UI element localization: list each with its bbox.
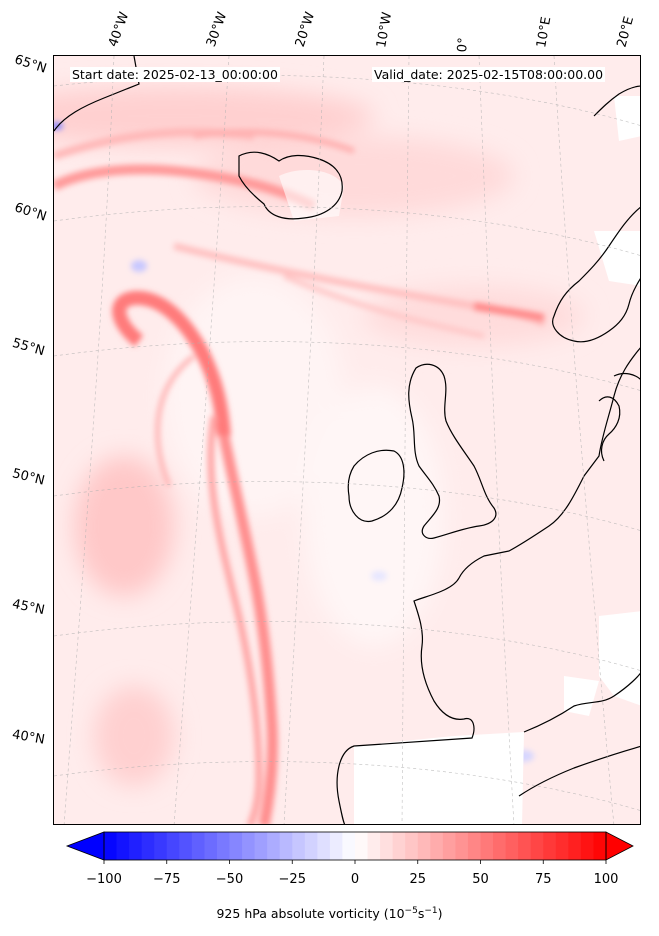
- colorbar-cell: [493, 832, 507, 860]
- colorbar-cell: [242, 832, 256, 860]
- north-africa-coast: [518, 745, 640, 797]
- greenland-coast: [54, 56, 140, 132]
- colorbar-cell: [455, 832, 469, 860]
- colorbar-label-unit: s: [417, 906, 425, 922]
- colorbar-cell: [442, 832, 456, 860]
- great-britain-coast: [408, 363, 497, 539]
- colorbar-cell: [141, 832, 155, 860]
- ireland-coast: [347, 449, 405, 523]
- baltic-coast: [598, 396, 621, 462]
- lon-label-10w: 10°W: [374, 11, 396, 50]
- lon-label-20w: 20°W: [292, 10, 319, 49]
- colorbar-label-exponent: −5: [404, 906, 418, 916]
- colorbar-high-extend-arrow: [605, 831, 634, 861]
- masked-terrain-areas: [279, 96, 640, 824]
- colorbar-label-main: 925 hPa absolute vorticity (10: [216, 906, 405, 922]
- colorbar-cell: [342, 832, 356, 860]
- lon-label-30w: 30°W: [203, 10, 231, 49]
- start-date-text: Start date: 2025-02-13_00:00:00: [70, 67, 280, 82]
- colorbar-cell: [505, 832, 519, 860]
- colorbar-cell: [480, 832, 494, 860]
- colorbar-cell: [229, 832, 243, 860]
- lat-label-40n: 40°N: [10, 727, 46, 748]
- lat-label-50n: 50°N: [10, 466, 47, 489]
- colorbar-cell: [355, 832, 369, 860]
- colorbar-cell: [580, 832, 595, 860]
- lat-label-65n: 65°N: [12, 52, 49, 77]
- colorbar-low-extend-arrow: [65, 831, 105, 861]
- colorbar-cell: [116, 832, 130, 860]
- denmark-coast: [613, 372, 640, 380]
- colorbar-label: 925 hPa absolute vorticity (10−5s−1): [0, 906, 659, 921]
- colorbar-cell: [254, 832, 268, 860]
- colorbar-cell: [367, 832, 381, 860]
- iberia-coast: [523, 672, 640, 733]
- colorbar-cell: [430, 832, 444, 860]
- colorbar-cell: [467, 832, 482, 860]
- colorbar-tick-label: 0: [350, 872, 360, 887]
- lat-label-55n: 55°N: [10, 335, 47, 360]
- colorbar-tick-label: −25: [278, 872, 306, 887]
- colorbar-tick-label: −50: [215, 872, 244, 887]
- valid-date-text: Valid_date: 2025-02-15T08:00:00.00: [372, 67, 606, 82]
- lon-label-20e: 20°E: [614, 14, 638, 50]
- colorbar-cell: [267, 832, 281, 860]
- lat-label-60n: 60°N: [12, 200, 49, 225]
- colorbar-label-exponent: −1: [424, 906, 438, 916]
- colorbar-cell: [543, 832, 557, 860]
- norway-coast: [552, 206, 640, 343]
- colorbar-cell: [154, 832, 168, 860]
- colorbar-cell: [204, 832, 218, 860]
- colorbar-cell: [405, 832, 419, 860]
- colorbar-cell: [129, 832, 143, 860]
- colorbar-cell: [380, 832, 394, 860]
- colorbar-tick-label: −75: [153, 872, 181, 887]
- colorbar-tick-label: 25: [409, 872, 427, 887]
- continental-coast: [336, 347, 640, 824]
- colorbar-cell: [317, 832, 331, 860]
- colorbar-cell: [530, 832, 544, 860]
- vorticity-map: [54, 56, 640, 824]
- colorbar-cell: [104, 832, 118, 860]
- colorbar-cell: [191, 832, 205, 860]
- colorbar-cell: [166, 832, 180, 860]
- lat-label-45n: 45°N: [10, 596, 46, 619]
- colorbar-cell: [568, 832, 582, 860]
- colorbar-cell: [593, 832, 607, 860]
- colorbar-tick-label: 50: [472, 872, 489, 887]
- map-panel: [53, 55, 641, 825]
- colorbar-cell: [329, 832, 344, 860]
- colorbar-cell: [179, 832, 193, 860]
- colorbar-label-end: ): [437, 906, 443, 922]
- colorbar-tick-label: 100: [593, 872, 619, 887]
- colorbar-cell: [304, 832, 318, 860]
- colorbar-cell: [518, 832, 532, 860]
- scandinavia-north: [593, 85, 640, 117]
- coastlines: [54, 56, 640, 824]
- vorticity-cyclone-front: [112, 290, 278, 824]
- colorbar-outline: [103, 831, 607, 861]
- colorbar-cell: [292, 832, 306, 860]
- colorbar-cell: [279, 832, 293, 860]
- colorbar-cell: [392, 832, 406, 860]
- colorbar-cell: [417, 832, 431, 860]
- colorbar-cells: [103, 832, 607, 864]
- iceland-coast: [238, 151, 343, 220]
- colorbar-tick-label: 75: [534, 872, 552, 887]
- lon-label-0: 0°: [455, 36, 472, 53]
- colorbar-cell: [555, 832, 569, 860]
- colorbar-cell: [216, 832, 231, 860]
- lon-label-10e: 10°E: [534, 15, 555, 49]
- lon-label-40w: 40°W: [105, 10, 133, 49]
- colorbar-tick-label: −100: [86, 872, 122, 887]
